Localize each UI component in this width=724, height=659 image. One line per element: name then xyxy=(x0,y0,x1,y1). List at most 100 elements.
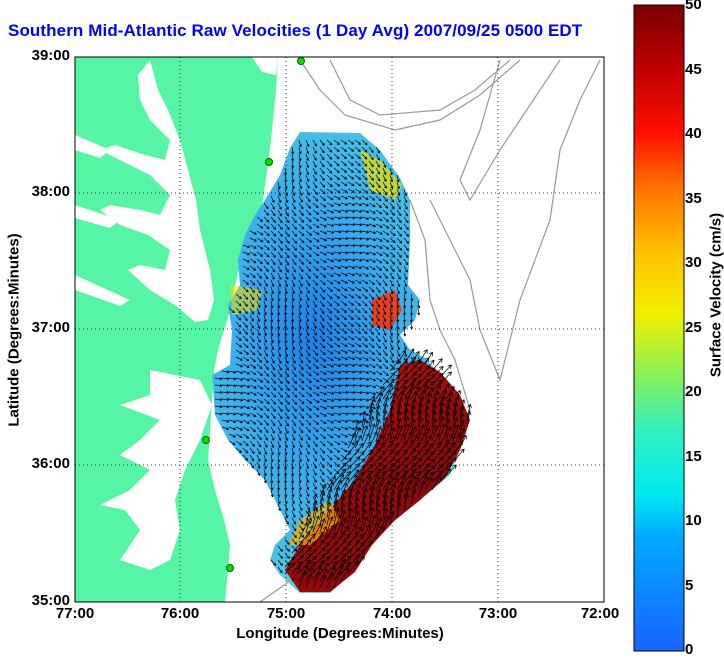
velocity-arrow xyxy=(333,279,341,284)
velocity-arrow xyxy=(382,286,387,294)
velocity-arrow xyxy=(284,426,289,434)
velocity-arrow xyxy=(319,279,326,286)
velocity-arrow xyxy=(382,209,389,216)
velocity-arrow xyxy=(277,356,282,364)
velocity-arrow xyxy=(270,293,274,302)
velocity-arrow xyxy=(382,265,389,272)
velocity-arrow xyxy=(424,386,433,400)
velocity-arrow xyxy=(361,146,368,153)
velocity-arrow xyxy=(291,391,298,398)
velocity-arrow xyxy=(284,496,288,505)
velocity-arrow xyxy=(452,424,460,442)
velocity-arrow xyxy=(361,202,370,207)
velocity-arrow xyxy=(284,258,290,266)
velocity-arrow xyxy=(249,447,255,455)
velocity-arrow xyxy=(326,461,333,468)
velocity-arrow xyxy=(347,244,356,248)
velocity-arrow xyxy=(326,251,335,256)
velocity-arrow xyxy=(375,188,382,195)
velocity-arrow xyxy=(368,405,377,410)
velocity-arrow xyxy=(263,447,268,456)
velocity-arrow xyxy=(249,405,257,410)
radar-site-marker xyxy=(226,564,234,572)
velocity-arrow xyxy=(277,293,281,302)
velocity-arrow xyxy=(305,237,313,243)
velocity-arrow xyxy=(277,405,283,413)
velocity-arrow xyxy=(249,419,257,425)
velocity-arrow xyxy=(242,258,250,263)
velocity-arrow xyxy=(382,507,389,526)
radar-site-marker xyxy=(265,158,273,166)
velocity-arrow xyxy=(347,440,355,445)
velocity-arrow xyxy=(263,258,270,265)
velocity-arrow xyxy=(312,571,321,589)
velocity-arrow xyxy=(291,181,295,190)
velocity-arrow xyxy=(214,405,223,409)
velocity-arrow xyxy=(312,349,319,356)
velocity-arrow xyxy=(221,405,230,409)
velocity-arrow xyxy=(361,293,368,300)
velocity-arrow xyxy=(403,348,415,365)
velocity-arrow xyxy=(312,251,320,257)
velocity-arrow xyxy=(382,321,387,330)
velocity-arrow xyxy=(263,286,268,295)
velocity-arrow xyxy=(403,377,416,393)
river xyxy=(75,135,110,158)
velocity-arrow xyxy=(263,293,268,302)
velocity-arrow xyxy=(256,307,261,316)
velocity-arrow xyxy=(305,230,313,236)
velocity-arrow xyxy=(354,237,363,241)
velocity-arrow xyxy=(298,188,303,197)
velocity-arrow xyxy=(340,377,349,381)
velocity-arrow xyxy=(340,470,351,484)
velocity-arrow xyxy=(277,412,283,420)
velocity-arrow xyxy=(347,370,356,374)
velocity-arrow xyxy=(361,469,373,484)
velocity-arrow xyxy=(361,405,370,409)
velocity-arrow xyxy=(417,378,430,393)
velocity-arrow xyxy=(284,419,289,427)
velocity-arrow xyxy=(270,223,277,230)
velocity-arrow xyxy=(270,433,275,442)
velocity-arrow xyxy=(382,174,387,182)
velocity-arrow xyxy=(347,342,355,347)
velocity-arrow xyxy=(270,447,274,456)
velocity-arrow xyxy=(263,440,268,448)
velocity-arrow xyxy=(312,412,320,418)
velocity-arrow xyxy=(256,433,262,441)
velocity-arrow xyxy=(277,237,283,244)
velocity-arrow xyxy=(284,237,290,244)
velocity-arrow xyxy=(319,335,326,342)
velocity-arrow xyxy=(354,349,362,354)
velocity-arrow xyxy=(396,321,400,330)
velocity-arrow xyxy=(375,502,381,519)
velocity-arrow xyxy=(263,216,270,223)
velocity-arrow xyxy=(228,398,237,402)
velocity-arrow xyxy=(305,567,314,582)
velocity-arrow xyxy=(319,265,327,271)
velocity-arrow xyxy=(368,279,375,285)
velocity-arrow xyxy=(424,374,436,386)
velocity-arrow xyxy=(361,181,369,187)
velocity-arrow xyxy=(368,181,375,188)
velocity-arrow xyxy=(312,286,318,294)
velocity-arrow xyxy=(368,363,376,368)
velocity-arrow xyxy=(340,509,346,526)
velocity-arrow xyxy=(368,408,374,428)
velocity-arrow xyxy=(368,384,377,389)
velocity-arrow xyxy=(368,377,377,382)
velocity-arrow xyxy=(270,272,275,280)
velocity-arrow xyxy=(256,286,261,294)
velocity-arrow xyxy=(270,482,274,491)
velocity-arrow xyxy=(354,146,361,152)
velocity-arrow xyxy=(375,418,381,435)
velocity-arrow xyxy=(361,174,368,181)
velocity-arrow xyxy=(396,335,400,344)
velocity-arrow xyxy=(389,237,396,244)
velocity-arrow xyxy=(242,398,251,403)
velocity-arrow xyxy=(431,385,442,400)
velocity-arrow xyxy=(403,265,408,273)
velocity-arrow xyxy=(284,209,289,217)
velocity-arrow xyxy=(340,174,348,180)
velocity-arrow xyxy=(312,335,318,343)
